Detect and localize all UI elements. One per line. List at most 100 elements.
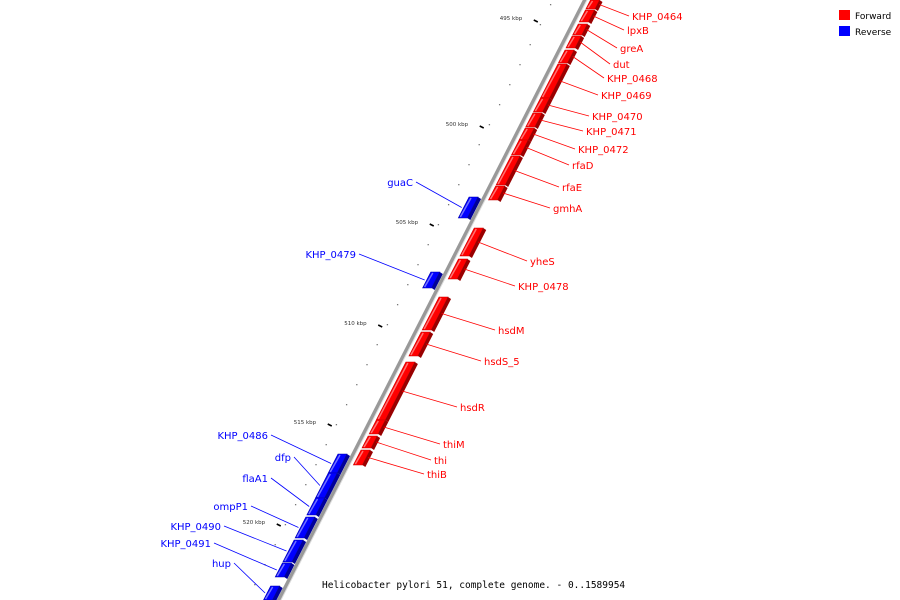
- major-tick: [479, 125, 485, 129]
- gene-khp-0470[interactable]: [532, 97, 553, 114]
- gene-khp-0479[interactable]: [422, 271, 443, 290]
- gene-shade: [337, 454, 350, 475]
- backbone-line: [276, 0, 588, 600]
- gene-highlight: [363, 436, 371, 448]
- gene-highlight: [329, 454, 341, 473]
- gene-leader-line: [464, 268, 516, 287]
- legend-forward-label: Forward: [855, 12, 891, 22]
- gene-khp-0472[interactable]: [518, 127, 538, 142]
- gene-khp-0471[interactable]: [525, 112, 545, 129]
- gene-shade: [594, 0, 603, 11]
- gene-khp-0468[interactable]: [557, 49, 577, 65]
- gene-label: rfaE: [562, 183, 582, 194]
- gene-highlight: [574, 24, 581, 35]
- gene-label: greA: [620, 44, 643, 55]
- minor-tick: [447, 204, 450, 206]
- gene-dut[interactable]: [565, 35, 585, 50]
- gene-ompp1[interactable]: [294, 516, 318, 540]
- gene-grea[interactable]: [572, 23, 591, 37]
- minor-tick: [366, 364, 368, 366]
- gene-shade: [542, 98, 553, 114]
- minor-tick: [335, 424, 338, 426]
- minor-tick: [488, 124, 491, 126]
- gene-label: hsdR: [460, 403, 485, 414]
- minor-tick: [274, 544, 276, 546]
- gene-shade: [431, 272, 443, 290]
- gene-leader-line: [502, 192, 551, 209]
- gene-hsdr[interactable]: [375, 361, 418, 422]
- gene-label: dfp: [275, 453, 291, 464]
- gene-shade: [324, 473, 341, 500]
- gene-thib[interactable]: [352, 449, 373, 467]
- gene-shade: [520, 140, 532, 157]
- gene-shade: [528, 128, 538, 142]
- gene-label: KHP_0468: [607, 74, 658, 85]
- gene-shade: [417, 332, 434, 358]
- gene-shade: [315, 498, 328, 517]
- gene-shade: [272, 586, 283, 600]
- gene-shade: [371, 436, 381, 450]
- gene-thi[interactable]: [361, 435, 381, 450]
- gene-highlight: [354, 450, 364, 465]
- tick-label: 510 kbp: [344, 321, 367, 327]
- gene-label: thiM: [443, 440, 465, 451]
- gene-flaa1[interactable]: [306, 497, 328, 517]
- gene-khp-0486[interactable]: [327, 453, 350, 475]
- gene-leader-line: [579, 41, 611, 65]
- gene-leader-line: [383, 426, 441, 445]
- gene-hup[interactable]: [263, 585, 283, 600]
- gene-shade: [431, 297, 452, 332]
- gene-thim[interactable]: [368, 419, 389, 436]
- gene-khp-0464[interactable]: [585, 0, 603, 11]
- gene-label: KHP_0472: [578, 145, 629, 156]
- gene-label: KHP_0486: [217, 431, 268, 442]
- minor-tick: [345, 404, 348, 406]
- gene-highlight: [296, 517, 309, 538]
- gene-label: thiB: [427, 470, 447, 481]
- gene-khp-0491[interactable]: [274, 562, 295, 579]
- minor-tick: [284, 524, 287, 526]
- tick-label: 495 kbp: [500, 16, 523, 22]
- gene-khp-0490[interactable]: [282, 539, 307, 564]
- gene-highlight: [449, 259, 462, 279]
- gene-leader-line: [213, 542, 277, 571]
- gene-label: yheS: [530, 257, 555, 268]
- gene-rfad[interactable]: [510, 139, 532, 157]
- gene-highlight: [284, 540, 297, 562]
- gene-guac[interactable]: [457, 196, 482, 220]
- gene-highlight: [410, 332, 424, 356]
- gene-leader-line: [560, 80, 599, 96]
- gene-gmha[interactable]: [488, 185, 508, 202]
- minor-tick: [396, 304, 399, 306]
- minor-tick: [437, 224, 440, 226]
- gene-label: KHP_0479: [305, 250, 356, 261]
- gene-highlight: [423, 272, 434, 288]
- gene-label: flaA1: [242, 474, 268, 485]
- gene-highlight: [377, 362, 409, 420]
- gene-leader-line: [293, 456, 321, 486]
- major-tick: [429, 223, 435, 227]
- gene-leader-line: [270, 477, 310, 507]
- gene-hsdm[interactable]: [421, 296, 452, 332]
- gene-shade: [362, 450, 373, 467]
- gene-yhes[interactable]: [459, 227, 487, 258]
- minor-tick: [305, 484, 307, 486]
- minor-tick: [427, 244, 429, 246]
- tick-label: 500 kbp: [446, 122, 469, 128]
- gene-label: rfaD: [572, 161, 594, 172]
- gene-leader-line: [270, 434, 332, 464]
- gene-rfae[interactable]: [495, 155, 523, 187]
- gene-leader-line: [477, 241, 528, 262]
- label-layer: KHP_0464 lpxB greA dut KHP_0468 KHP_0469 KHP_0…: [160, 4, 683, 594]
- gene-khp-0478[interactable]: [447, 258, 471, 281]
- gene-shade: [497, 186, 508, 202]
- gene-highlight: [459, 197, 472, 218]
- gene-hsds-5[interactable]: [408, 331, 434, 358]
- gene-khp-0469[interactable]: [540, 63, 570, 100]
- gene-shade: [284, 563, 295, 579]
- major-tick: [533, 19, 539, 23]
- gene-lpxb[interactable]: [578, 9, 598, 24]
- legend-reverse-label: Reverse: [855, 28, 892, 38]
- gene-shade: [588, 10, 598, 24]
